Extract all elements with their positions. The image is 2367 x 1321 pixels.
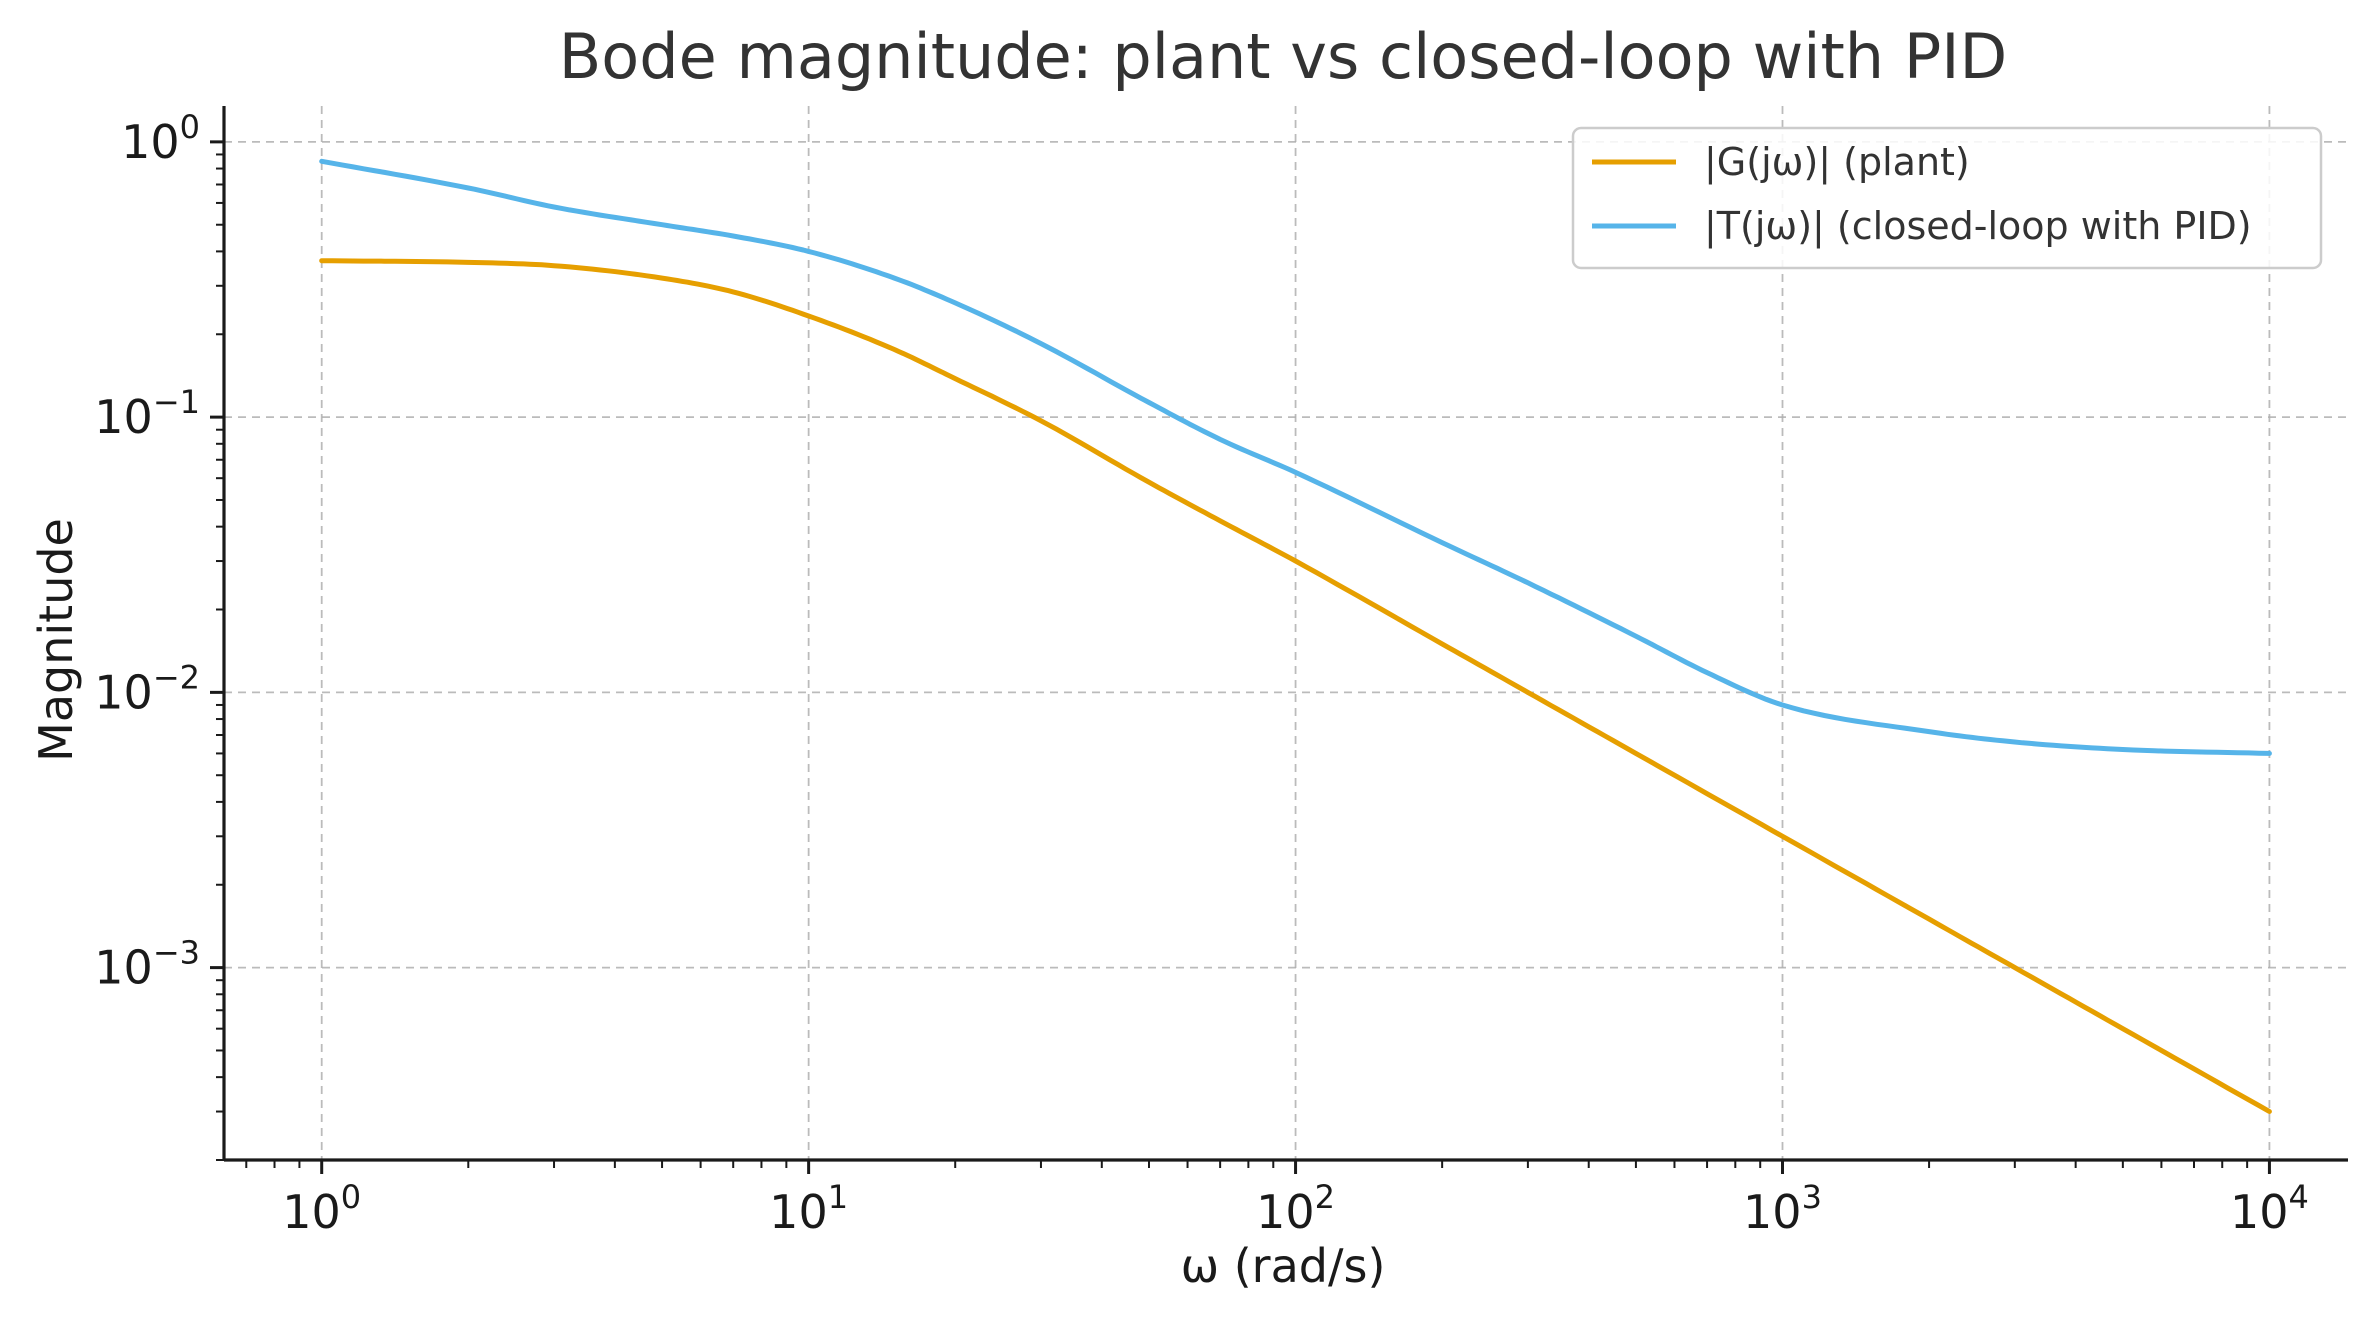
- y-tick-label: 10−2: [94, 658, 200, 719]
- series-layer: [319, 158, 2272, 1114]
- y-tick-label: 10−1: [94, 383, 200, 444]
- legend-label-closed-loop: |T(jω)| (closed-loop with PID): [1704, 204, 2252, 249]
- x-tick-label: 101: [769, 1178, 848, 1239]
- y-tick-label: 10−3: [94, 934, 200, 995]
- x-tick-label: 100: [282, 1178, 361, 1239]
- ticks: 100 101 102 103 104 100 10−1 10−2 10−3: [94, 108, 2309, 1239]
- legend: |G(jω)| (plant) |T(jω)| (closed-loop wit…: [1571, 126, 2323, 270]
- y-tick-label: 100: [121, 108, 200, 169]
- closed-loop-magnitude-line: [319, 158, 2272, 756]
- plant-magnitude-line: [319, 258, 2272, 1114]
- x-axis-label: ω (rad/s): [1181, 1239, 1386, 1293]
- y-axis-label: Magnitude: [29, 518, 83, 762]
- x-tick-label: 103: [1743, 1178, 1822, 1239]
- x-tick-label: 102: [1256, 1178, 1335, 1239]
- legend-label-plant: |G(jω)| (plant): [1704, 140, 1970, 185]
- x-tick-label: 104: [2230, 1178, 2309, 1239]
- legend-frame: [1571, 126, 2323, 270]
- chart-title: Bode magnitude: plant vs closed-loop wit…: [559, 20, 2007, 93]
- axes: [222, 106, 2348, 1162]
